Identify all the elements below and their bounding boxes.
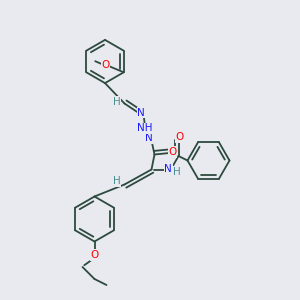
Text: H: H (172, 167, 180, 177)
Text: O: O (102, 60, 110, 70)
Text: N: N (145, 133, 152, 143)
Text: H: H (137, 125, 145, 136)
Text: N: N (137, 108, 145, 118)
Text: O: O (176, 132, 184, 142)
Text: N: N (164, 164, 172, 175)
Text: NH: NH (137, 123, 153, 134)
Text: H: H (113, 97, 121, 107)
Text: O: O (90, 250, 99, 260)
Text: O: O (168, 147, 177, 157)
Text: H: H (113, 176, 121, 187)
